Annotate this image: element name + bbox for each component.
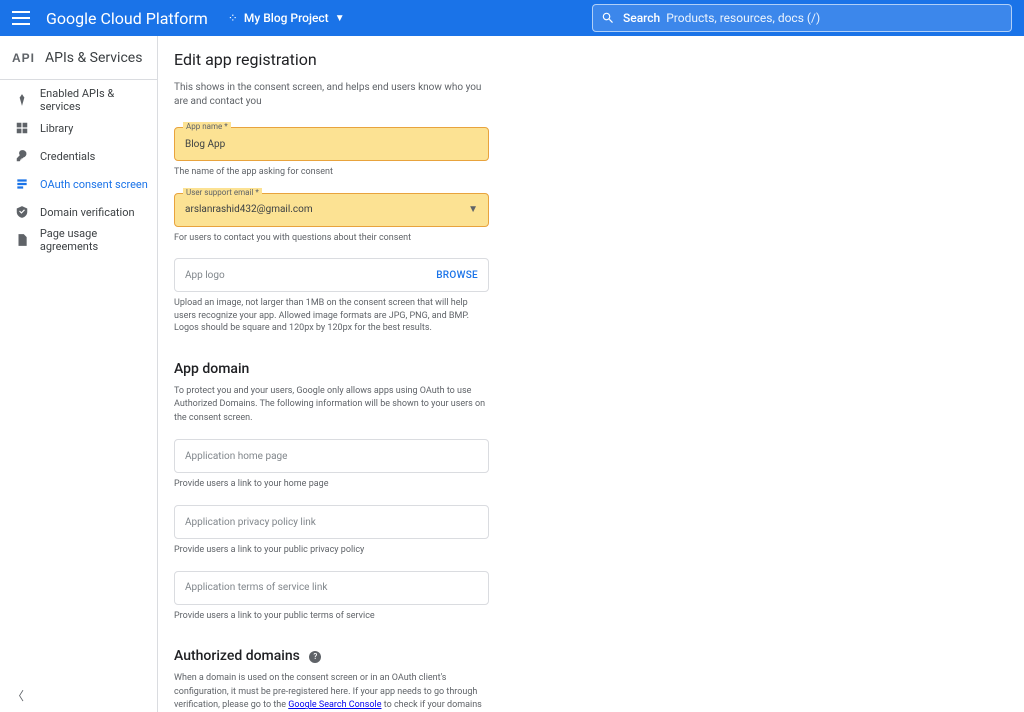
support-email-select[interactable]: User support email * arslanrashid432@gma… [174,193,489,227]
sidebar-item-label: Enabled APIs & services [40,87,157,113]
sidebar-item-page-usage[interactable]: Page usage agreements [0,226,157,254]
sidebar: API APIs & Services Enabled APIs & servi… [0,36,158,712]
api-logo-icon: API [12,51,35,65]
authorized-domains-text: When a domain is used on the consent scr… [174,672,489,712]
app-domain-title: App domain [174,361,489,377]
sidebar-item-label: OAuth consent screen [40,178,148,191]
tos-link-input[interactable]: Application terms of service link [174,571,489,605]
check-badge-icon [14,205,30,219]
authorized-domains-title-text: Authorized domains [174,648,300,664]
search-label: Search [623,11,660,25]
sidebar-item-oauth-consent[interactable]: OAuth consent screen [0,170,157,198]
sidebar-item-label: Library [40,122,73,135]
home-page-placeholder: Application home page [185,451,287,462]
consent-icon [14,177,30,191]
project-selector[interactable]: ⁘ My Blog Project ▼ [228,11,345,25]
app-name-helper: The name of the app asking for consent [174,166,489,179]
main-content: Edit app registration This shows in the … [158,36,1024,712]
sidebar-item-label: Page usage agreements [40,227,157,253]
app-logo-placeholder: App logo [185,270,225,281]
grid-icon [14,121,30,135]
support-email-label: User support email * [183,188,262,197]
search-icon [601,11,615,25]
collapse-sidebar-icon[interactable]: 〈 [12,687,24,704]
browse-button[interactable]: BROWSE [436,270,478,281]
app-logo-helper: Upload an image, not larger than 1MB on … [174,297,489,335]
help-icon[interactable]: ? [309,651,321,663]
privacy-link-helper: Provide users a link to your public priv… [174,544,489,557]
hamburger-menu-icon[interactable] [12,11,30,25]
search-placeholder: Products, resources, docs (/) [666,11,820,25]
app-name-label: App name * [183,122,231,131]
top-bar: Google Cloud Platform ⁘ My Blog Project … [0,0,1024,36]
support-email-helper: For users to contact you with questions … [174,232,489,245]
caret-down-icon: ▼ [468,204,478,215]
key-icon [14,149,30,163]
privacy-link-placeholder: Application privacy policy link [185,517,316,528]
authorized-domains-title: Authorized domains ? [174,648,489,664]
project-name: My Blog Project [244,11,329,25]
search-console-link[interactable]: Google Search Console [288,700,381,710]
project-icon: ⁘ [228,11,238,25]
sidebar-title: APIs & Services [45,50,142,66]
app-name-input[interactable]: App name * Blog App [174,127,489,161]
sidebar-item-enabled-apis[interactable]: Enabled APIs & services [0,86,157,114]
platform-title: Google Cloud Platform [46,9,208,28]
tos-link-helper: Provide users a link to your public term… [174,610,489,623]
intro-text: This shows in the consent screen, and he… [174,81,489,109]
sidebar-header: API APIs & Services [0,36,157,80]
page-title: Edit app registration [174,50,1004,69]
home-page-helper: Provide users a link to your home page [174,478,489,491]
home-page-input[interactable]: Application home page [174,439,489,473]
caret-down-icon: ▼ [335,13,345,24]
document-icon [14,233,30,247]
sidebar-item-credentials[interactable]: Credentials [0,142,157,170]
support-email-value: arslanrashid432@gmail.com [185,204,313,215]
sidebar-item-library[interactable]: Library [0,114,157,142]
diamond-icon [14,93,30,107]
search-input[interactable]: Search Products, resources, docs (/) [592,4,1012,32]
tos-link-placeholder: Application terms of service link [185,582,327,593]
app-domain-text: To protect you and your users, Google on… [174,385,489,426]
sidebar-item-label: Credentials [40,150,95,163]
app-logo-input[interactable]: App logo BROWSE [174,258,489,292]
app-name-value: Blog App [185,139,225,150]
sidebar-item-label: Domain verification [40,206,135,219]
privacy-link-input[interactable]: Application privacy policy link [174,505,489,539]
sidebar-item-domain-verification[interactable]: Domain verification [0,198,157,226]
